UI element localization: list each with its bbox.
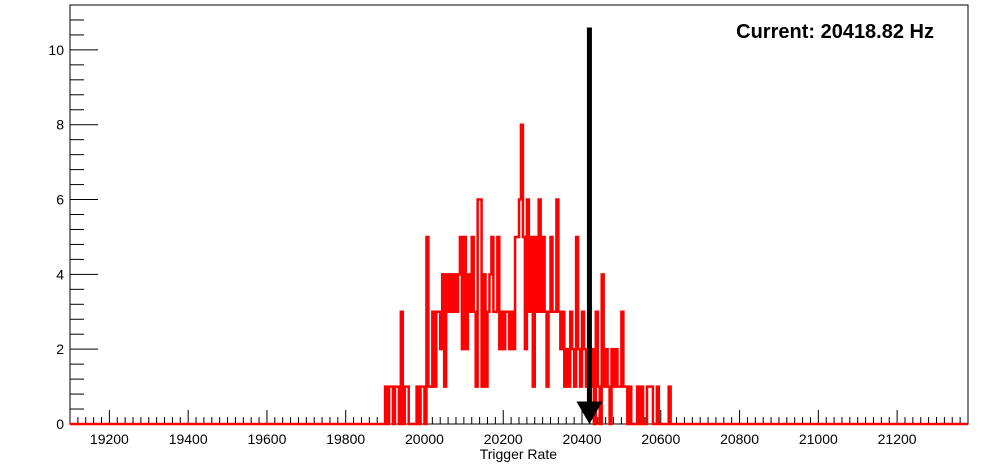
x-tick-label: 19200 <box>90 431 129 447</box>
y-tick-label: 8 <box>56 117 64 133</box>
x-tick-label: 19400 <box>169 431 208 447</box>
x-tick-label: 20400 <box>563 431 602 447</box>
x-tick-label: 20600 <box>641 431 680 447</box>
y-tick-label: 6 <box>56 192 64 208</box>
histogram-series <box>70 123 968 426</box>
y-tick-label: 0 <box>56 416 64 432</box>
y-axis: 0 2 4 6 8 10 <box>48 4 98 432</box>
current-rate-arrow <box>576 27 603 424</box>
x-tick-label: 21000 <box>799 431 838 447</box>
y-tick-label: 10 <box>48 42 64 58</box>
arrow-head <box>576 401 603 424</box>
x-tick-label: 19800 <box>326 431 365 447</box>
x-tick-label: 20800 <box>720 431 759 447</box>
x-tick-label: 19600 <box>247 431 286 447</box>
y-tick-label: 4 <box>56 266 64 282</box>
x-tick-label: 20000 <box>405 431 444 447</box>
current-rate-annotation: Current: 20418.82 Hz <box>736 21 934 43</box>
x-tick-label: 20200 <box>484 431 523 447</box>
x-axis: 19200 19400 19600 19800 20000 20200 20400 20600… <box>69 410 969 447</box>
x-tick-label: 21200 <box>878 431 917 447</box>
x-axis-title: Trigger Rate <box>480 446 558 462</box>
y-tick-label: 2 <box>56 341 64 357</box>
